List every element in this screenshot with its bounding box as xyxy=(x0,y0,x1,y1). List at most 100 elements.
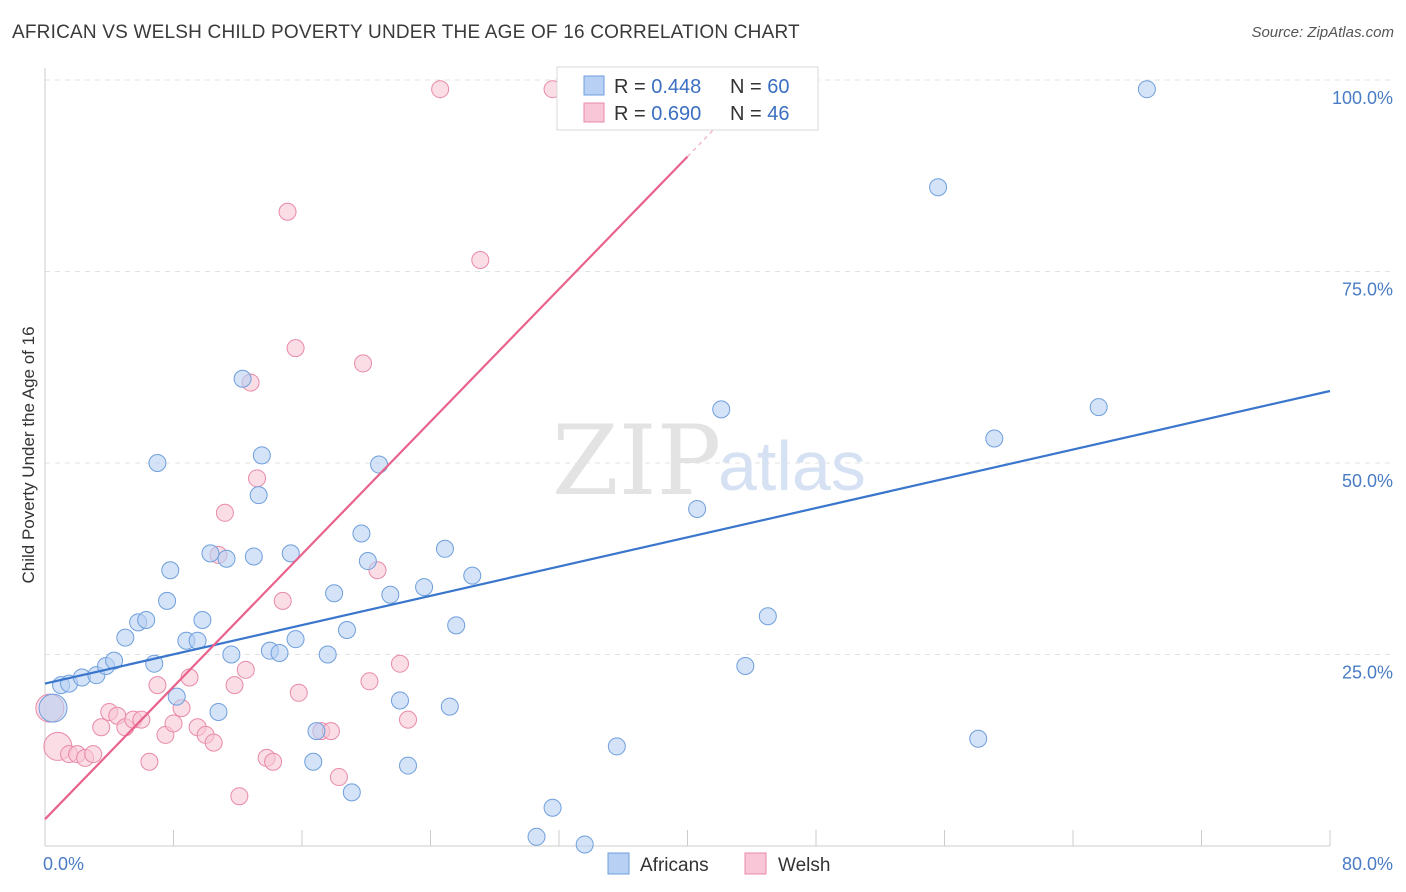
africans-point-58 xyxy=(758,607,777,626)
africans-point-16 xyxy=(193,611,212,630)
africans-point-18 xyxy=(209,702,228,721)
welsh-point-37 xyxy=(354,354,373,373)
welsh-point-30 xyxy=(273,591,292,610)
africans-points xyxy=(38,80,1156,854)
africans-point-54 xyxy=(969,729,988,748)
africans-point-27 xyxy=(281,544,300,563)
bottom-label-welsh: Welsh xyxy=(778,855,830,876)
africans-point-55 xyxy=(985,429,1004,448)
africans-point-36 xyxy=(358,552,377,571)
africans-point-48 xyxy=(575,835,594,854)
legend-swatch-welsh xyxy=(583,102,605,123)
correlation-legend: R = 0.448 N = 60 R = 0.690 N = 46 xyxy=(556,66,819,131)
welsh-point-29 xyxy=(264,752,283,771)
africans-point-53 xyxy=(929,178,948,197)
welsh-point-23 xyxy=(225,676,244,695)
welsh-point-6 xyxy=(92,718,111,737)
grid-lines xyxy=(45,79,1392,655)
africans-point-49 xyxy=(607,737,626,756)
welsh-point-32 xyxy=(286,339,305,358)
africans-point-20 xyxy=(222,645,241,664)
africans-point-37 xyxy=(370,455,389,474)
africans-point-43 xyxy=(447,616,466,635)
welsh-points xyxy=(35,80,630,806)
africans-point-19 xyxy=(217,549,236,568)
africans-point-35 xyxy=(352,524,371,543)
bottom-swatch-africans xyxy=(607,852,630,875)
africans-point-0 xyxy=(38,693,68,723)
africans-point-42 xyxy=(435,539,454,558)
africans-point-31 xyxy=(318,645,337,664)
africans-point-38 xyxy=(381,585,400,604)
x-tick-labels: 0.0% 80.0% xyxy=(43,854,1393,874)
africans-point-44 xyxy=(440,697,459,716)
africans-point-7 xyxy=(116,628,135,647)
svg-text:R = 0.690: R = 0.690 xyxy=(614,103,701,125)
welsh-point-40 xyxy=(390,654,409,673)
welsh-point-43 xyxy=(471,251,490,270)
africans-point-28 xyxy=(286,630,305,649)
legend-n-label-2: N = xyxy=(730,103,767,125)
africans-point-22 xyxy=(244,547,263,566)
africans-point-32 xyxy=(325,584,344,603)
legend-n-value-1: 60 xyxy=(767,76,789,98)
welsh-point-24 xyxy=(230,787,249,806)
x-tick-label-1: 80.0% xyxy=(1342,854,1393,874)
y-tick-label-0: 25.0% xyxy=(1342,663,1393,683)
watermark-zip: ZIP xyxy=(552,405,721,517)
legend-swatch-africans xyxy=(583,75,605,96)
africans-point-39 xyxy=(390,691,409,710)
legend-r-label-1: R = xyxy=(614,76,651,98)
welsh-point-15 xyxy=(164,714,183,733)
africans-point-52 xyxy=(736,656,755,675)
africans-point-57 xyxy=(1137,80,1156,99)
welsh-point-36 xyxy=(329,768,348,787)
africans-trend-line xyxy=(44,389,1331,685)
africans-point-17 xyxy=(201,544,220,563)
africans-point-24 xyxy=(252,446,271,465)
welsh-trend-line xyxy=(44,155,689,820)
africans-point-50 xyxy=(688,499,707,518)
africans-point-6 xyxy=(105,651,124,670)
y-axis-label: Child Poverty Under the Age of 16 xyxy=(19,326,38,583)
welsh-point-20 xyxy=(204,733,223,752)
africans-point-34 xyxy=(342,783,361,802)
source-note: Source: ZipAtlas.com xyxy=(1251,24,1394,41)
y-tick-labels: 25.0% 50.0% 75.0% 100.0% xyxy=(1332,88,1393,683)
legend-r-value-1: 0.448 xyxy=(651,76,701,98)
svg-text:R = 0.448: R = 0.448 xyxy=(614,76,701,98)
welsh-point-33 xyxy=(289,683,308,702)
welsh-point-22 xyxy=(215,503,234,522)
svg-text:N = 46: N = 46 xyxy=(730,103,790,125)
africans-point-46 xyxy=(527,827,546,846)
africans-point-33 xyxy=(337,620,356,639)
africans-point-56 xyxy=(1089,398,1108,417)
africans-point-40 xyxy=(399,756,418,775)
legend-r-label-2: R = xyxy=(614,103,651,125)
bottom-label-africans: Africans xyxy=(640,855,709,876)
africans-point-59 xyxy=(148,454,167,472)
welsh-point-41 xyxy=(399,710,418,729)
svg-text:N = 60: N = 60 xyxy=(730,76,790,98)
africans-point-45 xyxy=(463,566,482,585)
africans-point-47 xyxy=(543,798,562,817)
welsh-point-38 xyxy=(360,672,379,691)
africans-point-23 xyxy=(249,486,268,505)
africans-point-26 xyxy=(270,643,289,662)
y-tick-label-2: 75.0% xyxy=(1342,280,1393,300)
y-tick-label-3: 100.0% xyxy=(1332,88,1393,108)
legend-n-label-1: N = xyxy=(730,76,767,98)
africans-point-21 xyxy=(233,369,252,388)
welsh-point-13 xyxy=(148,676,167,695)
welsh-point-25 xyxy=(236,660,255,679)
africans-point-41 xyxy=(415,578,434,597)
chart-title: AFRICAN VS WELSH CHILD POVERTY UNDER THE… xyxy=(12,22,800,43)
africans-point-51 xyxy=(712,400,731,419)
africans-point-9 xyxy=(137,611,156,630)
welsh-point-31 xyxy=(278,202,297,221)
watermark: ZIP atlas xyxy=(552,405,866,517)
africans-point-30 xyxy=(307,722,326,741)
legend-r-value-2: 0.690 xyxy=(651,103,701,125)
africans-point-29 xyxy=(304,752,323,771)
